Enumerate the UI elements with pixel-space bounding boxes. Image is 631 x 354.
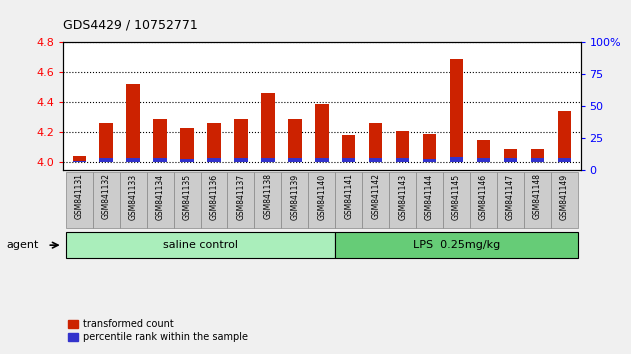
Bar [288, 159, 302, 162]
Text: GSM841134: GSM841134 [156, 173, 165, 219]
Text: GSM841145: GSM841145 [452, 173, 461, 219]
Text: GSM841139: GSM841139 [290, 173, 299, 219]
Bar [100, 159, 113, 162]
Text: GSM841149: GSM841149 [560, 173, 569, 219]
Legend: transformed count, percentile rank within the sample: transformed count, percentile rank withi… [68, 319, 247, 342]
Bar [369, 124, 382, 162]
Text: GDS4429 / 10752771: GDS4429 / 10752771 [63, 19, 198, 32]
Bar [477, 159, 490, 162]
Bar [558, 159, 571, 162]
Bar [261, 159, 274, 162]
Text: GSM841147: GSM841147 [506, 173, 515, 219]
Bar [450, 59, 463, 162]
Bar [315, 104, 329, 162]
Text: saline control: saline control [163, 240, 238, 250]
Bar [369, 159, 382, 162]
Bar [180, 159, 194, 162]
Text: GSM841148: GSM841148 [533, 173, 542, 219]
Bar [531, 159, 544, 162]
Text: LPS  0.25mg/kg: LPS 0.25mg/kg [413, 240, 500, 250]
Bar [261, 93, 274, 162]
Text: agent: agent [6, 240, 38, 250]
Bar [396, 159, 410, 162]
Bar [531, 149, 544, 162]
Bar [477, 140, 490, 162]
Bar [234, 159, 248, 162]
Bar [207, 124, 221, 162]
Text: GSM841143: GSM841143 [398, 173, 407, 219]
Text: GSM841142: GSM841142 [371, 173, 380, 219]
Bar [423, 159, 437, 162]
Bar [450, 157, 463, 162]
Text: GSM841135: GSM841135 [182, 173, 192, 219]
Bar [504, 159, 517, 162]
Bar [288, 119, 302, 162]
Bar [342, 159, 355, 162]
Text: GSM841140: GSM841140 [317, 173, 326, 219]
Bar [126, 85, 140, 162]
Bar [153, 119, 167, 162]
Bar [504, 149, 517, 162]
Bar [423, 134, 437, 162]
Text: GSM841132: GSM841132 [102, 173, 110, 219]
Text: GSM841133: GSM841133 [129, 173, 138, 219]
Bar [207, 159, 221, 162]
Text: GSM841138: GSM841138 [263, 173, 273, 219]
Bar [73, 161, 86, 162]
Text: GSM841136: GSM841136 [209, 173, 218, 219]
Bar [153, 159, 167, 162]
Bar [342, 136, 355, 162]
Text: GSM841146: GSM841146 [479, 173, 488, 219]
Bar [100, 124, 113, 162]
Text: GSM841144: GSM841144 [425, 173, 434, 219]
Text: GSM841137: GSM841137 [237, 173, 245, 219]
Bar [73, 156, 86, 162]
Text: GSM841131: GSM841131 [74, 173, 84, 219]
Text: GSM841141: GSM841141 [345, 173, 353, 219]
Bar [180, 128, 194, 162]
Bar [234, 119, 248, 162]
Bar [396, 131, 410, 162]
Bar [315, 159, 329, 162]
Bar [558, 112, 571, 162]
Bar [126, 158, 140, 162]
